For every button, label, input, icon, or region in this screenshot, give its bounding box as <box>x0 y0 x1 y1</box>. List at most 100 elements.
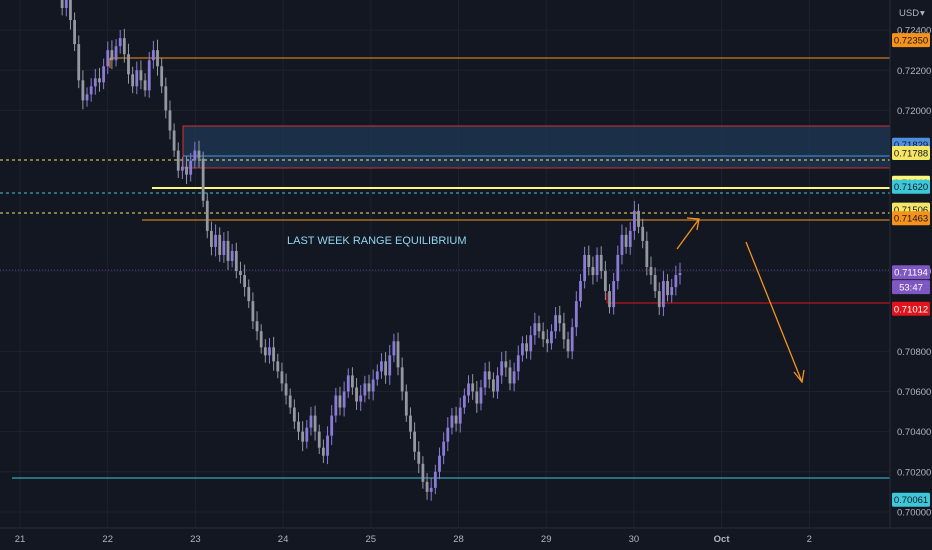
price-tag[interactable]: 0.71012 <box>892 301 930 316</box>
candle-body <box>143 80 147 91</box>
price-tag-label: 0.72350 <box>894 36 928 47</box>
candle-body <box>599 254 603 272</box>
candle-body <box>313 415 317 432</box>
candle-body <box>118 38 122 47</box>
candle-body <box>371 379 375 392</box>
candle-body <box>342 391 346 408</box>
candle-body <box>276 361 280 372</box>
supply-zone-box[interactable] <box>182 125 931 169</box>
x-tick-label: 2 <box>807 534 812 545</box>
candle-body <box>114 46 118 61</box>
candle-body <box>562 323 566 340</box>
candle-body <box>110 50 114 61</box>
price-tag[interactable]: 0.71463 <box>892 211 930 226</box>
candle-body <box>317 431 321 448</box>
candle-body <box>396 341 400 368</box>
candle-body <box>226 240 230 261</box>
candle-body <box>446 427 450 442</box>
price-tag-bg <box>892 145 930 160</box>
candle-body <box>247 287 251 302</box>
candle-body <box>259 331 263 348</box>
x-tick-label: Oct <box>714 534 731 545</box>
candle-body <box>239 271 242 276</box>
candle-body <box>429 487 433 492</box>
price-tag[interactable]: 0.71620 <box>892 179 930 194</box>
candle-body <box>359 395 363 402</box>
candle-body <box>69 0 72 21</box>
candle-body <box>566 339 570 352</box>
candle-body <box>193 150 197 161</box>
y-tick-label: 0.72000 <box>897 106 931 117</box>
candle-body <box>309 415 313 428</box>
candle-body <box>93 78 97 87</box>
candle-body <box>483 371 487 388</box>
candle-body <box>628 230 632 247</box>
price-tag[interactable]: 0.71788 <box>892 145 930 160</box>
candle-body <box>454 415 458 424</box>
price-tag-label: 0.70061 <box>894 495 928 506</box>
candle-body <box>305 427 309 442</box>
candle-body <box>102 66 106 83</box>
candle-body <box>375 371 379 380</box>
x-tick-label: 23 <box>190 534 201 545</box>
down-arrow-icon[interactable] <box>745 241 805 384</box>
candle-body <box>500 361 504 376</box>
candle-body <box>657 291 661 308</box>
candle-body <box>442 441 446 456</box>
candle-body <box>81 80 85 101</box>
candle-body <box>355 387 358 402</box>
candle-body <box>583 254 587 282</box>
candle-body <box>60 0 64 9</box>
candle-body <box>492 379 495 392</box>
candle-body <box>156 50 159 67</box>
candle-body <box>172 130 176 151</box>
price-tag-bg <box>892 280 930 295</box>
candle-body <box>338 395 342 408</box>
candle-body <box>351 375 354 388</box>
price-tag[interactable]: 53:47 <box>892 280 930 295</box>
price-tag-label: 0.71620 <box>894 182 928 193</box>
up-arrow-icon[interactable] <box>676 217 700 250</box>
candle-body <box>326 435 329 456</box>
candle-body <box>545 339 549 344</box>
candle-body <box>243 275 246 288</box>
candle-body <box>579 281 582 302</box>
candle-body <box>201 158 205 201</box>
price-axis-panel[interactable] <box>890 0 932 528</box>
candle-body <box>550 331 553 344</box>
x-tick-label: 24 <box>278 534 289 545</box>
candle-body <box>558 315 562 324</box>
candle-body <box>205 200 209 231</box>
candle-body <box>77 44 81 81</box>
candle-body <box>147 60 151 91</box>
time-axis: 21 22 23 24 25 28 29 30 Oct 2 <box>15 534 812 545</box>
candle-body <box>301 431 305 442</box>
candle-body <box>479 387 483 404</box>
candle-body <box>595 254 599 276</box>
price-tag-bg <box>892 492 930 507</box>
candle-body <box>218 234 222 255</box>
x-tick-label: 30 <box>629 534 640 545</box>
candle-body <box>438 455 441 472</box>
currency-menu-icon[interactable]: ▾ <box>920 8 925 19</box>
candle-body <box>400 367 404 392</box>
candle-body <box>467 383 470 396</box>
candle-body <box>587 254 591 268</box>
candle-body <box>160 66 164 87</box>
y-tick-label: 0.72200 <box>897 66 931 77</box>
candle-body <box>537 323 541 332</box>
price-tag[interactable]: 0.72350 <box>892 33 930 48</box>
candle-body <box>591 267 595 276</box>
candle-body <box>409 415 412 432</box>
candle-body <box>272 347 276 362</box>
price-tag[interactable]: 0.70061 <box>892 492 930 507</box>
price-tag[interactable]: 0.71194 <box>892 265 930 280</box>
candle-body <box>334 395 338 416</box>
candle-body <box>292 407 296 422</box>
candle-body <box>380 361 383 372</box>
y-tick-label: 0.70000 <box>897 507 931 518</box>
price-tag-label: 0.71012 <box>894 304 928 315</box>
price-tag-bg <box>892 211 930 226</box>
y-tick-label: 0.70400 <box>897 427 931 438</box>
